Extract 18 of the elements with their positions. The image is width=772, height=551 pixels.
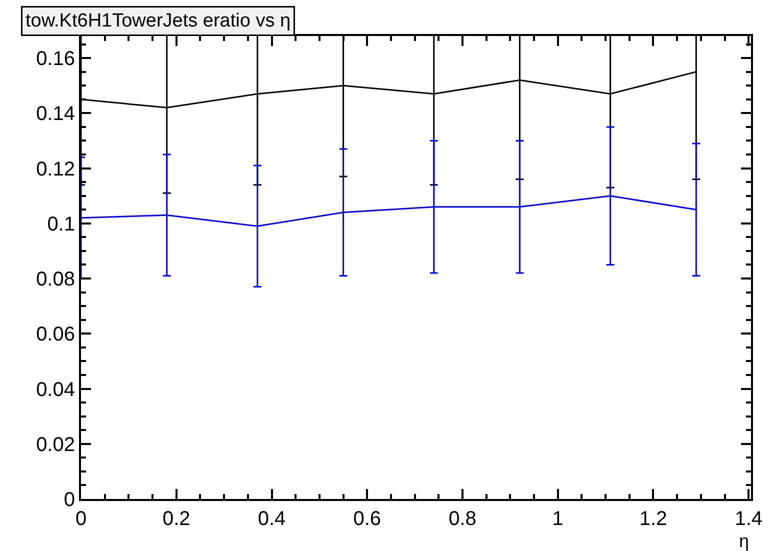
x-axis-title: η (739, 531, 750, 551)
y-tick-label: 0.06 (36, 324, 75, 346)
y-tick-label: 0.14 (36, 103, 75, 126)
y-tick-label: 0.12 (36, 158, 75, 180)
x-tick-label: 0.6 (353, 508, 382, 530)
y-tick-label: 0.16 (36, 48, 75, 70)
x-tick-label: 0.4 (258, 508, 286, 530)
x-tick-label: 1.4 (734, 508, 763, 530)
x-tick-label: 1 (552, 508, 564, 530)
x-tick-label: 0.2 (162, 508, 190, 530)
y-tick-label: 0.04 (36, 378, 75, 401)
chart-title: tow.Kt6H1TowerJets eratio vs η (26, 10, 291, 32)
y-tick-label: 0.1 (47, 213, 75, 236)
y-tick-label: 0.02 (36, 434, 75, 456)
y-tick-label: 0 (64, 489, 75, 511)
x-tick-label: 0.8 (448, 508, 476, 530)
x-tick-label: 1.2 (639, 508, 668, 530)
y-tick-label: 0.08 (36, 268, 75, 291)
